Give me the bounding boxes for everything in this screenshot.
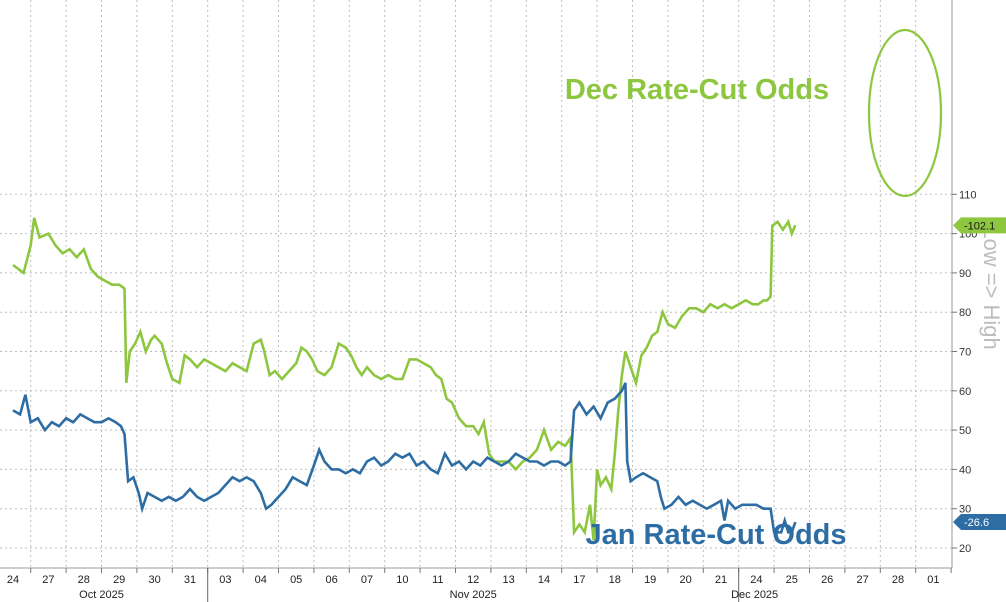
jan-series-line (12, 382, 797, 534)
x-tick-label: 17 (573, 574, 585, 586)
last-value-tags: -102.1 -26.6 (953, 217, 1006, 531)
x-tick-label: 29 (113, 574, 125, 586)
highlight-ellipse (867, 28, 943, 198)
y-tick-label: 20 (959, 543, 971, 555)
x-tick-label: 25 (786, 574, 798, 586)
x-tick-label: 27 (856, 574, 868, 586)
dec-series-label: Dec Rate-Cut Odds (565, 74, 829, 106)
x-tick-label: 05 (290, 574, 302, 586)
x-axis-ticks: 24 27 28 29 30 31 03 04 05 06 07 10 11 12 13 14 17 18 19 20… (0, 567, 952, 602)
y-axis-title: Low => High (979, 226, 1004, 350)
series-lines (12, 217, 797, 541)
x-tick-label: 24 (750, 574, 762, 586)
jan-series-label: Jan Rate-Cut Odds (585, 519, 846, 551)
y-tick-label: 60 (959, 386, 971, 398)
y-tick-label: 40 (959, 464, 971, 476)
x-tick-label: 30 (148, 574, 160, 586)
x-tick-label: 20 (679, 574, 691, 586)
x-tick-label: 01 (927, 574, 939, 586)
annotations: Dec Rate-Cut Odds Jan Rate-Cut Odds Low =>… (565, 28, 1004, 551)
dec-last-value-tag (953, 217, 1006, 234)
y-tick-label: 50 (959, 425, 971, 437)
x-tick-label: 04 (255, 574, 267, 586)
y-tick-label: 70 (959, 347, 971, 359)
y-tick-label: 80 (959, 307, 971, 319)
y-tick-label: 110 (959, 189, 977, 201)
x-tick-label: 07 (361, 574, 373, 586)
y-tick-label: 90 (959, 268, 971, 280)
x-tick-label: 24 (7, 574, 19, 586)
month-label: Dec 2025 (731, 589, 778, 601)
x-tick-label: 21 (715, 574, 727, 586)
jan-last-value-tag (953, 514, 1006, 531)
x-tick-label: 13 (502, 574, 514, 586)
last-value-text: -26.6 (964, 517, 989, 529)
x-tick-label: 14 (538, 574, 550, 586)
month-label: Nov 2025 (450, 589, 497, 601)
x-tick-label: 03 (219, 574, 231, 586)
x-tick-label: 31 (184, 574, 196, 586)
month-label: Oct 2025 (79, 589, 124, 601)
x-tick-label: 28 (78, 574, 90, 586)
x-tick-label: 10 (396, 574, 408, 586)
x-tick-label: 06 (325, 574, 337, 586)
x-tick-label: 18 (609, 574, 621, 586)
x-tick-label: 19 (644, 574, 656, 586)
dec-series-line (12, 217, 797, 541)
x-tick-label: 27 (42, 574, 54, 586)
x-tick-label: 11 (432, 574, 443, 586)
y-tick-label: 30 (959, 504, 971, 516)
x-tick-label: 12 (467, 574, 479, 586)
x-tick-label: 28 (892, 574, 904, 586)
x-tick-label: 26 (821, 574, 833, 586)
last-value-text: -102.1 (964, 220, 995, 232)
